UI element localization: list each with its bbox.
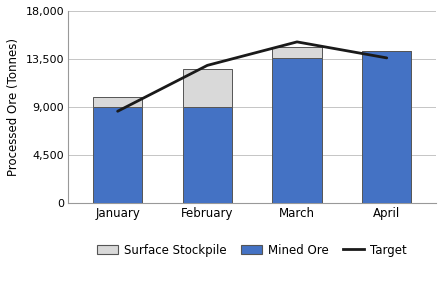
Bar [93, 97, 142, 107]
Bar [272, 47, 322, 58]
Bar [93, 107, 142, 203]
Y-axis label: Processed Ore (Tonnes): Processed Ore (Tonnes) [7, 38, 20, 176]
Bar [272, 58, 322, 203]
Bar [362, 52, 412, 203]
Bar [183, 107, 232, 203]
Bar [183, 69, 232, 107]
Legend: Surface Stockpile, Mined Ore, Target: Surface Stockpile, Mined Ore, Target [97, 244, 407, 257]
